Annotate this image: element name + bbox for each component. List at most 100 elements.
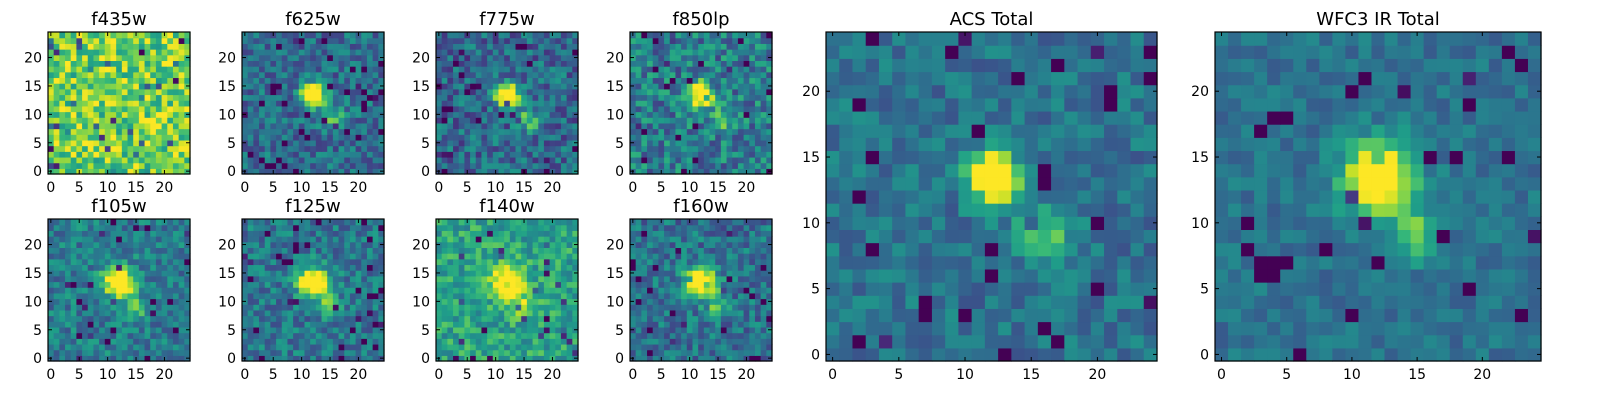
- heatmap-cell: [641, 83, 648, 90]
- heatmap-cell: [669, 315, 677, 322]
- heatmap-cell: [82, 139, 89, 147]
- heatmap-cell: [349, 224, 357, 231]
- heatmap-cell: [327, 304, 334, 311]
- heatmap-cell: [361, 355, 368, 362]
- heatmap-cell: [167, 287, 174, 294]
- heatmap-cell: [321, 236, 328, 243]
- heatmap-cell: [178, 71, 185, 79]
- heatmap-cell: [509, 281, 517, 288]
- heatmap-cell: [344, 253, 351, 260]
- heatmap-cell: [287, 54, 294, 61]
- heatmap-cell: [270, 332, 277, 339]
- heatmap-cell: [338, 287, 345, 294]
- heatmap-cell: [321, 253, 328, 260]
- heatmap-cell: [549, 128, 556, 135]
- heatmap-cell: [366, 292, 374, 300]
- heatmap-cell: [703, 281, 711, 288]
- heatmap-cell: [184, 230, 191, 237]
- heatmap-cell: [293, 270, 300, 277]
- heatmap-cell: [167, 37, 174, 44]
- heatmap-cell: [487, 241, 494, 248]
- heatmap-cell: [110, 162, 117, 169]
- heatmap-cell: [144, 224, 151, 231]
- heatmap-cell: [549, 292, 556, 300]
- heatmap-cell: [99, 224, 106, 231]
- heatmap-cell: [332, 122, 340, 130]
- heatmap-cell: [555, 219, 562, 226]
- heatmap-cell: [304, 326, 311, 334]
- heatmap-cell: [59, 230, 66, 237]
- heatmap-cell: [150, 275, 157, 283]
- heatmap-cell: [48, 275, 55, 283]
- heatmap-cell: [732, 349, 739, 356]
- heatmap-cell: [310, 49, 317, 56]
- heatmap-cell: [298, 105, 306, 113]
- heatmap-cell: [344, 43, 351, 50]
- heatmap-cell: [178, 162, 185, 169]
- heatmap-cell: [99, 32, 106, 39]
- heatmap-cell: [121, 247, 129, 254]
- heatmap-cell: [715, 54, 722, 61]
- heatmap-cell: [543, 54, 551, 61]
- heatmap-cell: [372, 162, 379, 169]
- heatmap-cell: [555, 349, 562, 356]
- heatmap-cell: [338, 253, 345, 260]
- heatmap-cell: [447, 315, 454, 322]
- heatmap-cell: [70, 270, 77, 277]
- heatmap-cell: [726, 275, 733, 283]
- heatmap-cell: [549, 247, 556, 254]
- heatmap-cell: [372, 100, 379, 107]
- heatmap-cell: [48, 162, 55, 169]
- heatmap-cell: [361, 247, 368, 254]
- heatmap-cell: [144, 151, 151, 158]
- heatmap-cell: [298, 343, 306, 351]
- heatmap-cell: [150, 315, 157, 322]
- heatmap-cell: [453, 264, 460, 271]
- heatmap-cell: [172, 270, 180, 277]
- heatmap-cell: [133, 66, 140, 73]
- heatmap-cell: [652, 94, 659, 101]
- heatmap-cell: [760, 139, 767, 147]
- heatmap-cell: [70, 117, 77, 124]
- heatmap-cell: [675, 49, 682, 56]
- panel-title: f140w: [479, 196, 534, 217]
- heatmap-cell: [355, 122, 362, 130]
- heatmap-cell: [116, 117, 123, 124]
- heatmap-cell: [743, 292, 750, 300]
- heatmap-cell: [281, 304, 289, 311]
- heatmap-cell: [487, 304, 494, 311]
- heatmap-cell: [70, 321, 77, 328]
- heatmap-cell: [178, 270, 185, 277]
- heatmap-cell: [504, 338, 511, 345]
- heatmap-cell: [566, 275, 573, 283]
- heatmap-cell: [526, 287, 534, 294]
- heatmap-cell: [566, 77, 573, 84]
- heatmap-cell: [555, 258, 562, 266]
- heatmap-cell: [82, 60, 89, 67]
- heatmap-cell: [664, 151, 671, 158]
- heatmap-cell: [754, 66, 762, 73]
- heatmap-cell: [293, 122, 300, 130]
- heatmap-cell: [532, 224, 539, 231]
- heatmap-cell: [178, 332, 185, 339]
- heatmap-cell: [647, 162, 654, 169]
- heatmap-cell: [709, 298, 716, 305]
- heatmap-cell: [344, 230, 351, 237]
- heatmap-cell: [304, 343, 311, 351]
- heatmap-cell: [498, 94, 505, 101]
- heatmap-cell: [242, 60, 249, 67]
- heatmap-cell: [453, 321, 460, 328]
- heatmap-cell: [259, 134, 266, 141]
- heatmap-cell: [532, 236, 539, 243]
- heatmap-cell: [481, 71, 488, 79]
- heatmap-cell: [726, 37, 733, 44]
- heatmap-cell: [344, 128, 351, 135]
- heatmap-cell: [82, 287, 89, 294]
- heatmap-cell: [720, 298, 728, 305]
- heatmap-cell: [709, 338, 716, 345]
- heatmap-cell: [441, 298, 448, 305]
- heatmap-cell: [127, 281, 134, 288]
- heatmap-cell: [447, 151, 454, 158]
- heatmap-cell: [321, 264, 328, 271]
- heatmap-cell: [509, 298, 517, 305]
